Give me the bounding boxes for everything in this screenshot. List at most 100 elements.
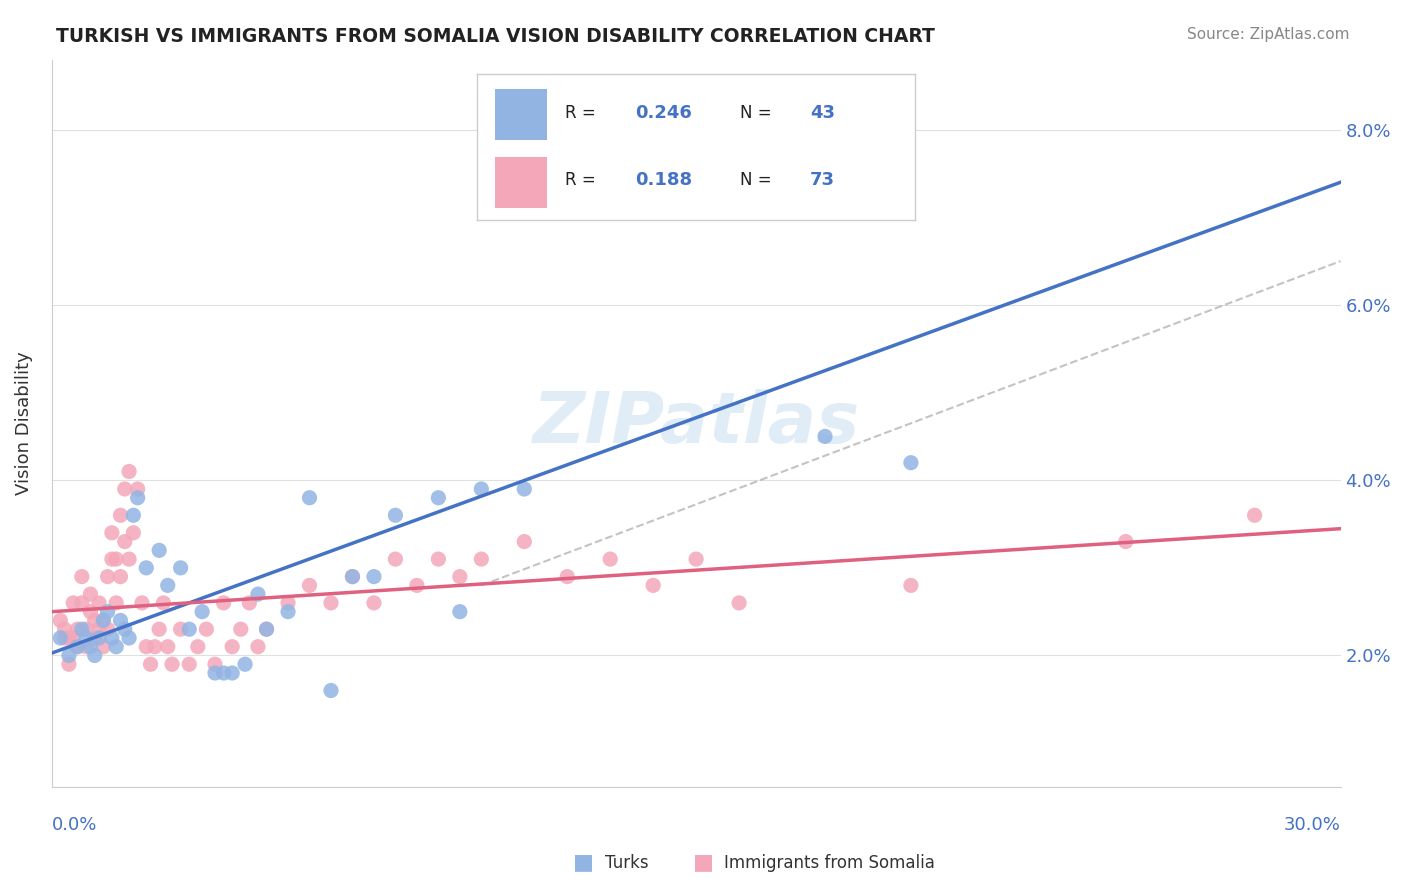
Point: [110, 508, 132, 523]
Point: [66, 640, 89, 654]
Point: [449, 569, 471, 583]
Point: [195, 622, 218, 636]
Point: [114, 482, 136, 496]
Point: [277, 596, 299, 610]
Point: [79, 605, 101, 619]
Point: [135, 561, 157, 575]
Point: [900, 578, 922, 592]
Point: [49, 614, 72, 628]
Point: [1243, 508, 1265, 523]
Point: [814, 429, 837, 443]
Point: [449, 605, 471, 619]
Point: [87, 622, 110, 636]
Point: [233, 657, 256, 672]
Point: [114, 534, 136, 549]
Point: [49, 631, 72, 645]
Point: [298, 578, 321, 592]
Point: [212, 665, 235, 680]
Point: [246, 587, 269, 601]
Point: [110, 569, 132, 583]
Point: [513, 534, 536, 549]
Point: [66, 640, 89, 654]
Point: [62, 631, 84, 645]
Text: Immigrants from Somalia: Immigrants from Somalia: [724, 855, 935, 872]
Point: [384, 508, 406, 523]
Point: [221, 640, 243, 654]
Point: [238, 596, 260, 610]
Point: [97, 569, 120, 583]
Point: [160, 657, 183, 672]
Point: [91, 614, 114, 628]
Point: [110, 614, 132, 628]
Point: [105, 640, 128, 654]
Point: [118, 465, 141, 479]
Point: [555, 569, 578, 583]
Point: [53, 631, 76, 645]
Point: [105, 552, 128, 566]
Point: [127, 482, 149, 496]
Point: [229, 622, 252, 636]
Point: [75, 640, 97, 654]
Point: [342, 569, 364, 583]
Point: [728, 596, 751, 610]
Point: [148, 543, 170, 558]
Point: [148, 622, 170, 636]
Point: [342, 569, 364, 583]
Point: [97, 605, 120, 619]
Point: [169, 561, 191, 575]
Y-axis label: Vision Disability: Vision Disability: [15, 351, 32, 495]
Point: [83, 614, 105, 628]
Point: [101, 631, 124, 645]
Point: [101, 552, 124, 566]
Point: [122, 508, 145, 523]
Point: [58, 631, 80, 645]
Point: [97, 622, 120, 636]
Point: [406, 578, 429, 592]
Point: [256, 622, 278, 636]
Point: [187, 640, 209, 654]
Point: [246, 640, 269, 654]
Point: [277, 605, 299, 619]
Point: [427, 491, 450, 505]
Point: [1115, 534, 1137, 549]
Text: ■: ■: [574, 853, 593, 872]
Point: [127, 491, 149, 505]
Point: [363, 596, 385, 610]
Point: [212, 596, 235, 610]
Point: [179, 622, 201, 636]
Point: [58, 657, 80, 672]
Point: [156, 578, 179, 592]
Text: ZIPatlas: ZIPatlas: [533, 389, 860, 458]
Point: [53, 622, 76, 636]
Point: [221, 665, 243, 680]
Text: Turks: Turks: [605, 855, 648, 872]
Point: [470, 482, 492, 496]
Point: [470, 552, 492, 566]
Point: [685, 193, 707, 207]
Text: 0.0%: 0.0%: [52, 816, 97, 834]
Point: [91, 614, 114, 628]
Point: [87, 631, 110, 645]
Point: [169, 622, 191, 636]
Point: [319, 683, 342, 698]
Point: [204, 657, 226, 672]
Point: [66, 622, 89, 636]
Point: [101, 525, 124, 540]
Point: [131, 596, 153, 610]
Text: ■: ■: [693, 853, 713, 872]
Point: [384, 552, 406, 566]
Point: [256, 622, 278, 636]
Point: [118, 552, 141, 566]
Text: Source: ZipAtlas.com: Source: ZipAtlas.com: [1187, 27, 1350, 42]
Point: [70, 569, 93, 583]
Point: [555, 167, 578, 181]
Point: [513, 482, 536, 496]
Point: [298, 491, 321, 505]
Point: [83, 631, 105, 645]
Point: [58, 648, 80, 663]
Point: [62, 596, 84, 610]
Point: [427, 552, 450, 566]
Point: [79, 587, 101, 601]
Point: [87, 596, 110, 610]
Point: [70, 622, 93, 636]
